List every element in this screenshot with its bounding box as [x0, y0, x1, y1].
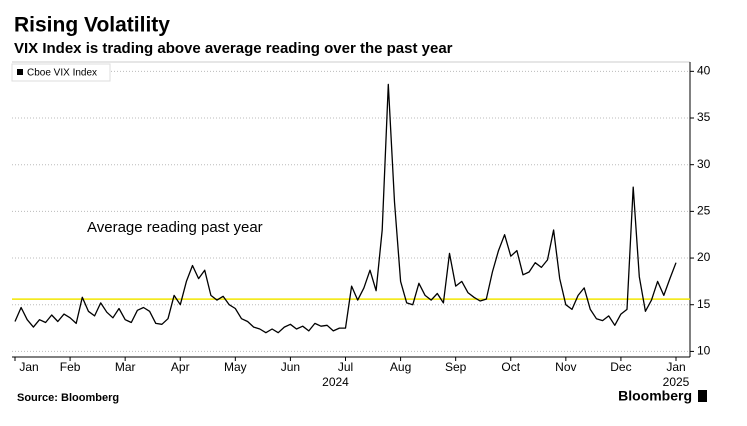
x-tick-label: Nov — [555, 360, 576, 374]
legend-label: Cboe VIX Index — [27, 68, 97, 79]
x-tick-label: Dec — [610, 360, 631, 374]
x-tick-label: Jan — [19, 360, 38, 374]
x-tick-label: Jan — [666, 360, 685, 374]
brand-icon — [698, 390, 707, 402]
chart-title: Rising Volatility — [14, 14, 170, 37]
average-label: Average reading past year — [87, 219, 263, 236]
source: Source: Bloomberg — [17, 392, 119, 404]
year-label: 2024 — [322, 375, 349, 389]
year-label: 2025 — [663, 375, 690, 389]
x-tick-label: Jul — [338, 360, 353, 374]
x-tick-label: Sep — [445, 360, 467, 374]
chart-subtitle: VIX Index is trading above average readi… — [14, 40, 453, 57]
x-tick-label: Feb — [60, 360, 81, 374]
y-tick-label: 25 — [697, 204, 711, 218]
y-tick-label: 35 — [697, 110, 711, 124]
brand: Bloomberg — [618, 388, 692, 404]
x-tick-label: Oct — [501, 360, 520, 374]
y-tick-label: 30 — [697, 157, 711, 171]
legend-swatch — [17, 69, 23, 75]
y-tick-label: 40 — [697, 64, 711, 78]
y-tick-label: 15 — [697, 297, 711, 311]
x-tick-label: Mar — [115, 360, 136, 374]
y-tick-label: 20 — [697, 250, 711, 264]
x-tick-label: Jun — [281, 360, 300, 374]
legend-box — [11, 63, 111, 82]
x-tick-label: Apr — [171, 360, 190, 374]
x-tick-label: Aug — [390, 360, 411, 374]
y-tick-label: 10 — [697, 344, 711, 358]
series-line — [14, 83, 677, 334]
x-tick-label: May — [224, 360, 247, 374]
